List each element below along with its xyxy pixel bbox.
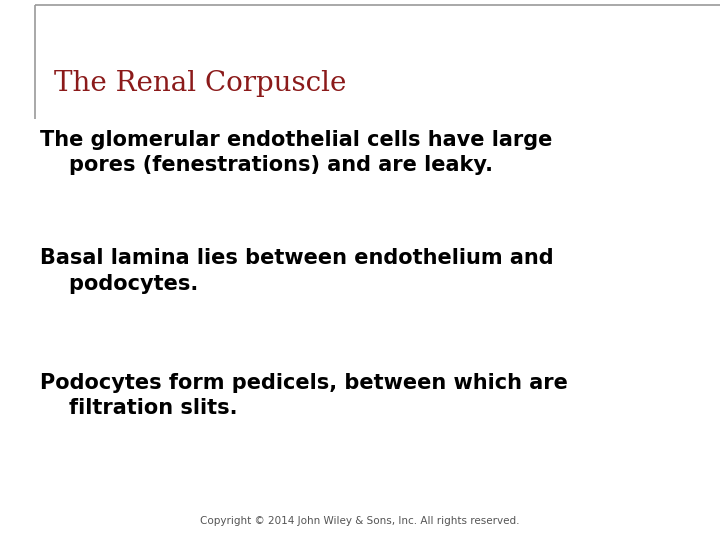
Text: Podocytes form pedicels, between which are
    filtration slits.: Podocytes form pedicels, between which a… [40, 373, 567, 418]
Text: Copyright © 2014 John Wiley & Sons, Inc. All rights reserved.: Copyright © 2014 John Wiley & Sons, Inc.… [200, 516, 520, 526]
Text: The Renal Corpuscle: The Renal Corpuscle [54, 70, 346, 97]
Text: Basal lamina lies between endothelium and
    podocytes.: Basal lamina lies between endothelium an… [40, 248, 553, 294]
Text: The glomerular endothelial cells have large
    pores (fenestrations) and are le: The glomerular endothelial cells have la… [40, 130, 552, 175]
